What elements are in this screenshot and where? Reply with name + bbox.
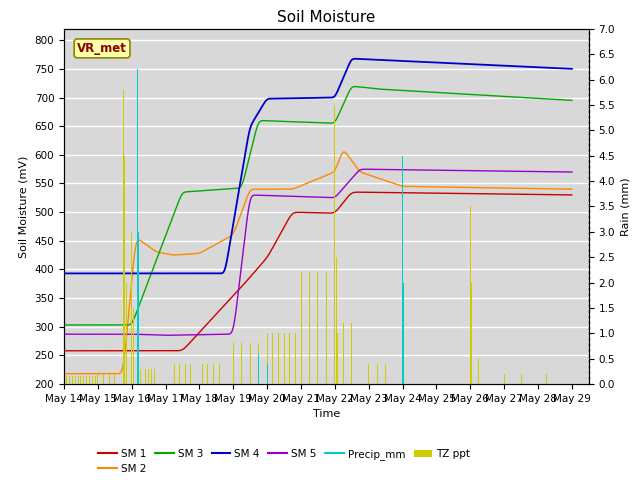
- Bar: [258, 343, 259, 384]
- Bar: [471, 283, 472, 384]
- Bar: [368, 364, 369, 384]
- Bar: [131, 232, 132, 384]
- Bar: [250, 343, 251, 384]
- X-axis label: Time: Time: [313, 409, 340, 419]
- Bar: [77, 376, 79, 384]
- Bar: [86, 376, 87, 384]
- Bar: [272, 333, 273, 384]
- Bar: [69, 376, 70, 384]
- Bar: [317, 272, 319, 384]
- Bar: [258, 354, 259, 384]
- Bar: [137, 70, 138, 384]
- Bar: [470, 206, 471, 384]
- Bar: [402, 369, 403, 384]
- Bar: [351, 323, 352, 384]
- Bar: [137, 369, 138, 384]
- Bar: [213, 364, 214, 384]
- Bar: [97, 374, 99, 384]
- Bar: [334, 105, 335, 384]
- Bar: [219, 364, 220, 384]
- Bar: [185, 364, 186, 384]
- Bar: [267, 333, 268, 384]
- Bar: [278, 333, 279, 384]
- Bar: [504, 374, 505, 384]
- Bar: [103, 374, 104, 384]
- Bar: [83, 376, 84, 384]
- Bar: [241, 343, 243, 384]
- Bar: [284, 333, 285, 384]
- Bar: [89, 376, 90, 384]
- Y-axis label: Rain (mm): Rain (mm): [621, 177, 630, 236]
- Bar: [337, 333, 338, 384]
- Bar: [179, 364, 180, 384]
- Bar: [403, 283, 404, 384]
- Bar: [377, 364, 378, 384]
- Bar: [478, 359, 479, 384]
- Bar: [309, 272, 310, 384]
- Bar: [132, 308, 134, 384]
- Bar: [546, 374, 547, 384]
- Bar: [72, 376, 73, 384]
- Title: Soil Moisture: Soil Moisture: [277, 10, 376, 25]
- Bar: [145, 369, 147, 384]
- Bar: [385, 364, 386, 384]
- Bar: [125, 283, 127, 384]
- Legend: SM 1, SM 2, SM 3, SM 4, SM 5, Precip_mm, TZ ppt: SM 1, SM 2, SM 3, SM 4, SM 5, Precip_mm,…: [94, 444, 475, 478]
- Bar: [92, 376, 93, 384]
- Bar: [202, 364, 203, 384]
- Bar: [343, 323, 344, 384]
- Bar: [289, 333, 290, 384]
- Bar: [336, 257, 337, 384]
- Bar: [151, 369, 152, 384]
- Bar: [267, 364, 268, 384]
- Text: VR_met: VR_met: [77, 42, 127, 55]
- Bar: [326, 272, 327, 384]
- Bar: [520, 374, 522, 384]
- Bar: [402, 156, 403, 384]
- Bar: [173, 364, 175, 384]
- Bar: [140, 369, 141, 384]
- Bar: [75, 376, 76, 384]
- Bar: [154, 369, 155, 384]
- Bar: [207, 364, 209, 384]
- Y-axis label: Soil Moisture (mV): Soil Moisture (mV): [19, 155, 29, 258]
- Bar: [233, 343, 234, 384]
- Bar: [138, 232, 140, 384]
- Bar: [148, 369, 149, 384]
- Bar: [124, 156, 125, 384]
- Bar: [123, 90, 124, 384]
- Bar: [295, 333, 296, 384]
